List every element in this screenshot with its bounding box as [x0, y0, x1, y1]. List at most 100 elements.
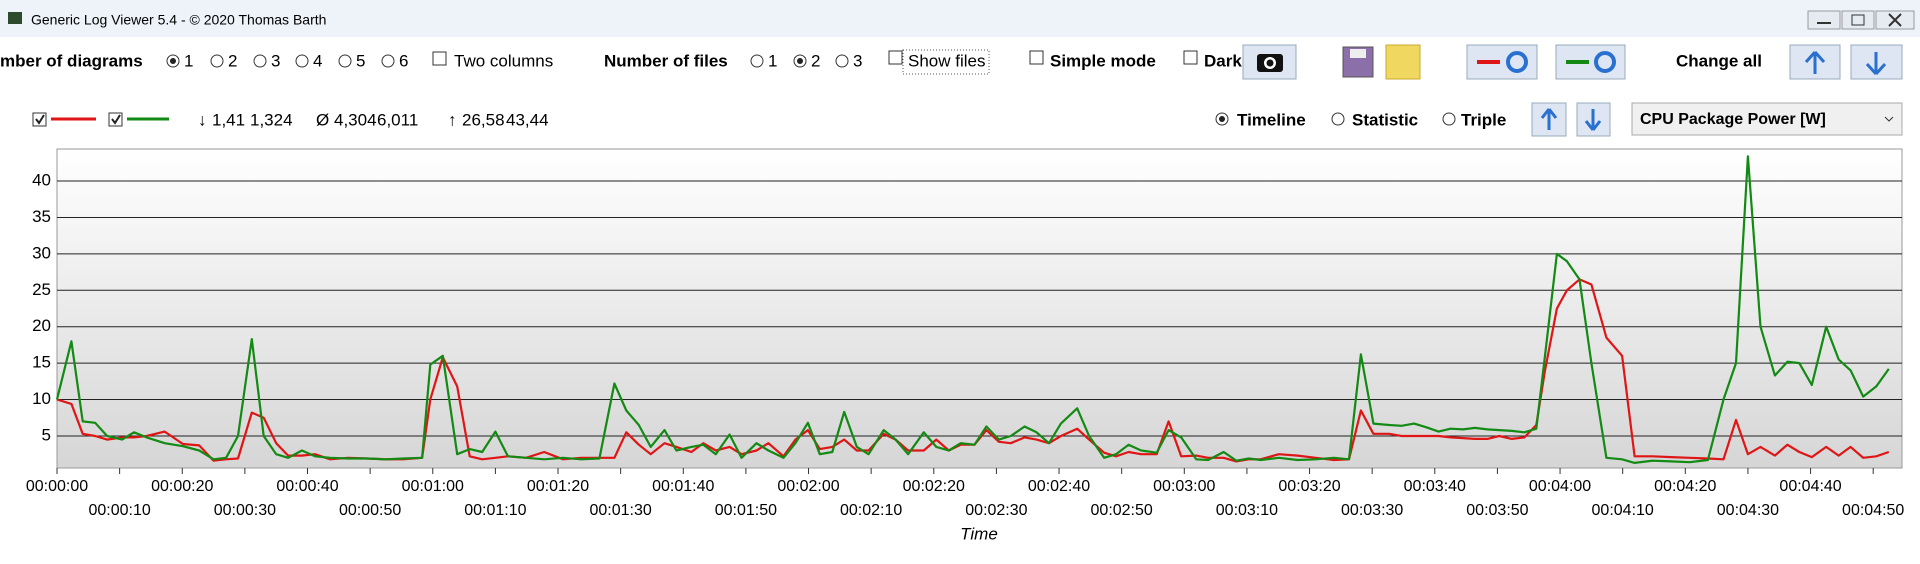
- channel-dropdown[interactable]: [1631, 102, 1903, 136]
- show-files-label: Show files: [908, 51, 985, 70]
- app-icon: [8, 12, 22, 24]
- x-tick-label: 00:00:00: [26, 478, 88, 495]
- x-tick-label: 00:04:40: [1779, 478, 1841, 495]
- change-all-label: Change all: [1676, 51, 1762, 70]
- stat-max: 43,44: [506, 110, 549, 129]
- up-arrow: [1540, 108, 1558, 130]
- x-tick-label: 00:03:20: [1278, 478, 1340, 495]
- window-title: Generic Log Viewer 5.4 - © 2020 Thomas B…: [31, 12, 326, 28]
- radio-label: 4: [313, 51, 322, 70]
- stat-max: 26,58: [462, 110, 505, 129]
- title-bar: [0, 0, 1920, 37]
- y-tick-label: 30: [32, 243, 51, 262]
- x-tick-label: 00:01:30: [590, 502, 652, 519]
- radio-dot: [170, 58, 176, 64]
- y-tick-label: 15: [32, 353, 51, 372]
- refresh-icon: [1506, 51, 1528, 73]
- x-tick-label: 00:04:00: [1529, 478, 1591, 495]
- radio-label: 1: [768, 51, 777, 70]
- radio[interactable]: [1442, 112, 1456, 126]
- two-columns-label: Two columns: [454, 51, 553, 70]
- x-tick-label: 00:02:10: [840, 502, 902, 519]
- checkbox[interactable]: [888, 50, 903, 65]
- radio[interactable]: [295, 54, 309, 68]
- check-mark: [111, 114, 121, 125]
- y-tick-label: 10: [32, 389, 51, 408]
- x-tick-label: 00:04:50: [1842, 502, 1904, 519]
- x-tick-label: 00:04:10: [1592, 502, 1654, 519]
- channel-label: CPU Package Power [W]: [1640, 111, 1826, 128]
- radio-label: 5: [356, 51, 365, 70]
- x-tick-label: 00:03:10: [1216, 502, 1278, 519]
- x-tick-label: 00:00:50: [339, 502, 401, 519]
- stat-mean: 6,011: [377, 110, 418, 129]
- radio-label: 6: [399, 51, 408, 70]
- plot-area: [56, 148, 1903, 469]
- max-symbol: ↑: [448, 110, 457, 129]
- radio-label: 1: [184, 51, 193, 70]
- down-arrow: [1584, 109, 1602, 131]
- x-tick-label: 00:01:20: [527, 478, 589, 495]
- diagram-radios: 1 2 3 4 5 6: [166, 51, 408, 70]
- open-button[interactable]: [1385, 44, 1421, 80]
- x-tick-label: 00:02:00: [777, 478, 839, 495]
- x-tick-label: 00:02:20: [903, 478, 965, 495]
- radio-label: 2: [811, 51, 820, 70]
- x-axis-label: Time: [960, 524, 998, 543]
- refresh-icon: [1594, 51, 1616, 73]
- x-tick-label: 00:03:50: [1466, 502, 1528, 519]
- mean-symbol: Ø: [316, 110, 329, 129]
- x-tick-label: 00:01:40: [652, 478, 714, 495]
- dark-label: Dark: [1204, 51, 1242, 70]
- radio[interactable]: [381, 54, 395, 68]
- mode-label: Statistic: [1352, 110, 1418, 129]
- radio[interactable]: [210, 54, 224, 68]
- radio[interactable]: [338, 54, 352, 68]
- stat-mean: 4,304: [334, 110, 377, 129]
- y-tick-label: 40: [32, 171, 51, 190]
- minimize-button[interactable]: [1807, 10, 1841, 30]
- y-tick-label: 35: [32, 207, 51, 226]
- radio[interactable]: [750, 54, 764, 68]
- radio-label: 2: [228, 51, 237, 70]
- y-tick-label: 5: [42, 425, 51, 444]
- simple-mode-label: Simple mode: [1050, 51, 1156, 70]
- camera-lens-inner: [1266, 59, 1274, 67]
- mode-label: Triple: [1461, 110, 1506, 129]
- checkbox[interactable]: [1183, 50, 1198, 65]
- radio-dot: [1219, 116, 1225, 122]
- checkbox[interactable]: [432, 51, 447, 66]
- radio-label: 3: [853, 51, 862, 70]
- y-tick-label: 20: [32, 316, 51, 335]
- radio[interactable]: [835, 54, 849, 68]
- x-tick-label: 00:04:30: [1717, 502, 1779, 519]
- checkbox[interactable]: [1029, 50, 1044, 65]
- radio-label: 3: [271, 51, 280, 70]
- stat-min: 1,41: [212, 110, 245, 129]
- dropdown-arrow: [1884, 116, 1894, 122]
- maximize-icon: [1851, 14, 1865, 26]
- radio[interactable]: [253, 54, 267, 68]
- x-tick-label: 00:03:00: [1153, 478, 1215, 495]
- files-label: Number of files: [604, 51, 728, 70]
- maximize-button[interactable]: [1841, 10, 1875, 30]
- x-tick-label: 00:03:40: [1404, 478, 1466, 495]
- x-tick-label: 00:02:30: [965, 502, 1027, 519]
- x-tick-label: 00:00:20: [151, 478, 213, 495]
- radio-dot: [797, 58, 803, 64]
- close-icon: [1888, 13, 1902, 27]
- x-tick-label: 00:00:30: [214, 502, 276, 519]
- radio[interactable]: [1331, 112, 1345, 126]
- save-icon: [1350, 49, 1366, 58]
- min-symbol: ↓: [198, 110, 207, 129]
- series-line: [55, 155, 1890, 464]
- x-tick-label: 00:02:40: [1028, 478, 1090, 495]
- mode-label: Timeline: [1237, 110, 1306, 129]
- chart: 51015202530354000:00:0000:00:1000:00:200…: [26, 155, 1904, 519]
- x-tick-label: 00:01:10: [464, 502, 526, 519]
- x-tick-label: 00:01:50: [715, 502, 777, 519]
- stat-min: 1,324: [250, 110, 293, 129]
- x-tick-label: 00:02:50: [1091, 502, 1153, 519]
- x-tick-label: 00:01:00: [402, 478, 464, 495]
